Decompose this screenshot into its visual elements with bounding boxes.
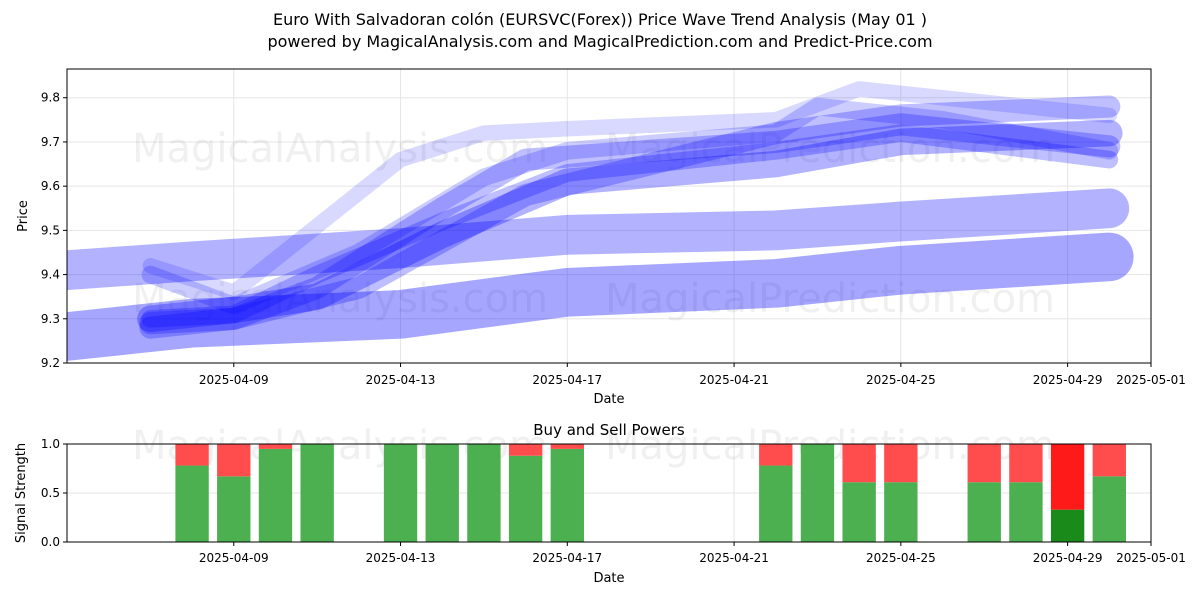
buy-power-bar [258,448,293,542]
sell-power-bar [1092,444,1126,477]
price-y-tick-label: 9.7 [41,135,60,149]
buy-power-bar [759,465,793,542]
price-wave-band [67,188,1130,291]
price-wave-band [141,124,1119,328]
watermark-text: MagicalPrediction.com [605,126,1055,172]
buy-power-bar [884,482,918,542]
price-x-tick-label: 2025-04-25 [866,373,936,387]
sell-power-bar [967,444,1001,483]
sell-power-bar [884,444,918,483]
buy-power-bar [842,482,876,542]
signal-x-tick-label: 2025-05-01 [1116,551,1186,565]
price-y-tick-label: 9.4 [41,268,60,282]
buy-power-bar [300,444,334,542]
buy-power-bar [967,482,1001,542]
price-x-tick-label: 2025-05-01 [1116,373,1186,387]
price-x-axis-label: Date [593,392,624,407]
signal-x-tick-label: 2025-04-29 [1033,551,1103,565]
price-y-axis-label: Price [16,200,31,232]
price-wave-band [141,97,1119,315]
buy-power-bar [1050,509,1085,542]
buy-power-bar [467,444,501,542]
signal-x-axis-label: Date [593,571,624,586]
sell-power-bar [258,444,293,449]
signal-y-axis-label: Signal Strength [14,443,29,543]
sell-power-bar [550,444,584,449]
signal-x-tick-label: 2025-04-25 [866,551,936,565]
buy-power-bar [550,448,584,542]
price-x-tick-label: 2025-04-09 [199,373,269,387]
buy-power-bar [508,455,543,542]
buy-power-bar [217,476,251,542]
signal-x-tick-label: 2025-04-09 [199,551,269,565]
sell-power-bar [508,444,543,456]
price-panel-frame [66,68,1152,364]
price-wave-band [67,232,1134,361]
buy-power-bar [1009,482,1043,542]
signal-x-tick-label: 2025-04-13 [366,551,436,565]
sell-power-bar [759,444,793,466]
price-y-tick-label: 9.8 [41,91,60,105]
signal-x-tick-label: 2025-04-17 [532,551,602,565]
watermark-text: MagicalAnalysis.com [132,276,548,322]
price-wave-band [139,113,1121,339]
buy-power-bar [800,444,835,542]
signal-x-tick-label: 2025-04-21 [699,551,769,565]
sell-power-bar [217,444,251,477]
price-x-tick-label: 2025-04-17 [532,373,602,387]
signal-y-tick-label: 1.0 [41,437,60,451]
buy-power-bar [425,444,459,542]
watermark-text: MagicalAnalysis.com [132,126,548,172]
price-y-tick-label: 9.5 [41,223,60,237]
buy-power-bar [175,465,209,542]
signal-y-tick-label: 0.0 [41,535,60,549]
price-x-tick-label: 2025-04-13 [366,373,436,387]
signal-y-tick-label: 0.5 [41,486,60,500]
price-wave-band [142,81,1118,301]
price-y-tick-label: 9.3 [41,312,60,326]
buy-power-bar [383,444,418,542]
chart-title: Euro With Salvadoran colón (EURSVC(Forex… [272,10,928,29]
price-x-tick-label: 2025-04-29 [1033,373,1103,387]
signal-panel-title: Buy and Sell Powers [533,421,685,439]
sell-power-bar [842,444,876,483]
chart-subtitle: powered by MagicalAnalysis.com and Magic… [267,32,933,51]
price-wave-band [139,95,1121,335]
sell-power-bar [175,444,209,466]
price-y-tick-label: 9.2 [41,356,60,370]
price-y-tick-label: 9.6 [41,179,60,193]
sell-power-bar [1009,444,1043,483]
buy-power-bar [1092,476,1126,542]
price-wave-band [137,119,1123,333]
price-x-tick-label: 2025-04-21 [699,373,769,387]
sell-power-bar [1050,444,1085,510]
watermark-text: MagicalPrediction.com [605,276,1055,322]
